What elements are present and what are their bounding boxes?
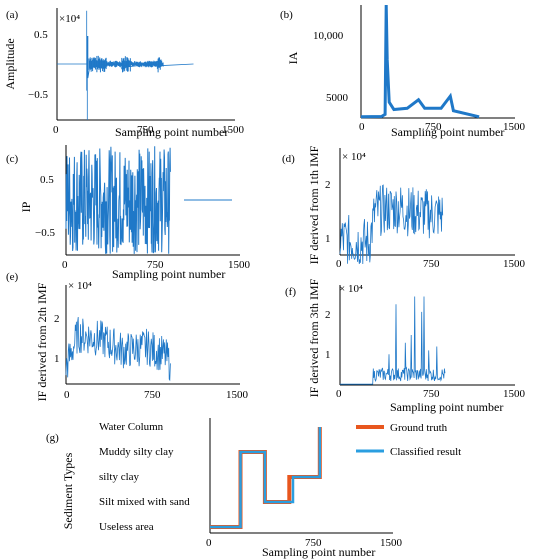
xtick-e-0: 0	[64, 389, 70, 401]
panel-label-g: (g)	[46, 432, 59, 444]
panel-a: (a) ×10⁴ Amplitude 0.5 −0.5 0 750 1500 S…	[3, 8, 245, 139]
xlabel-g: Sampling point number	[262, 545, 375, 559]
category-label-4: Useless area	[99, 521, 154, 533]
panel-d: (d) × 10⁴ IF derived from 1th IMF 2 1 0 …	[282, 145, 526, 270]
xtick-d-2: 1500	[503, 258, 526, 270]
xtick-e-2: 1500	[226, 389, 249, 401]
panel-label-c: (c)	[6, 153, 19, 165]
category-label-0: Water Column	[99, 421, 164, 433]
ylabel-d: IF derived from 1th IMF	[307, 145, 321, 264]
category-label-2: silty clay	[99, 471, 140, 483]
xtick-b-1: 750	[425, 121, 442, 133]
ytick-e-0: 2	[54, 313, 60, 325]
xlabel-f: Sampling point number	[390, 400, 503, 414]
xtick-g-1: 750	[305, 537, 322, 549]
ytick-b-0: 10,000	[313, 30, 344, 42]
ylabel-b: IA	[286, 51, 300, 64]
ylabel-f: IF derived from 3th IMF	[307, 278, 321, 397]
xlabel-b: Sampling point number	[391, 125, 504, 139]
ytick-b-1: 5000	[326, 92, 349, 104]
xtick-c-2: 1500	[228, 259, 251, 271]
ytick-d-0: 2	[325, 179, 331, 191]
panel-b: (b) IA 10,000 5000 0 750 1500 Sampling p…	[280, 4, 526, 139]
panel-label-e: (e)	[6, 271, 19, 283]
xtick-d-1: 750	[423, 258, 440, 270]
ytick-f-1: 1	[325, 349, 331, 361]
xtick-d-0: 0	[336, 258, 342, 270]
ytick-a-0: 0.5	[34, 29, 48, 41]
ylabel-a: Amplitude	[3, 38, 17, 89]
xtick-b-0: 0	[359, 121, 365, 133]
phase-noise-line	[65, 146, 171, 254]
series-line-e	[65, 316, 171, 382]
xtick-f-1: 750	[423, 388, 440, 400]
multiplier-f: × 10⁴	[339, 283, 363, 295]
ytick-e-1: 1	[54, 353, 60, 365]
signal-burst-a	[88, 55, 164, 73]
panel-label-a: (a)	[6, 9, 19, 21]
xlabel-a: Sampling point number	[115, 125, 228, 139]
ylabel-g: Sediment Types	[61, 452, 75, 529]
xtick-c-0: 0	[62, 259, 68, 271]
multiplier-a: ×10⁴	[59, 13, 80, 25]
series-line-b	[360, 4, 480, 119]
xtick-f-0: 0	[336, 388, 342, 400]
category-label-3: Silt mixed with sand	[99, 496, 190, 508]
series-line-f	[340, 296, 446, 385]
ytick-a-1: −0.5	[28, 89, 48, 101]
xtick-g-0: 0	[206, 537, 212, 549]
series-line-d	[339, 184, 444, 265]
legend-label-classified: Classified result	[390, 446, 461, 458]
xtick-a-2: 1500	[222, 124, 245, 136]
panel-label-f: (f)	[285, 286, 296, 298]
category-label-1: Muddy silty clay	[99, 446, 174, 458]
phase-noise-c	[65, 146, 171, 254]
panel-e: (e) × 10⁴ IF derived from 2th IMF 2 1 0 …	[6, 271, 249, 401]
classified-result-line	[210, 427, 322, 529]
legend-label-ground-truth: Ground truth	[390, 422, 448, 434]
xtick-a-0: 0	[53, 124, 59, 136]
panel-f: (f) × 10⁴ IF derived from 3th IMF 2 1 0 …	[285, 278, 526, 414]
xtick-g-2: 1500	[380, 537, 403, 549]
legend: Ground truth Classified result	[356, 422, 461, 458]
ytick-f-0: 2	[325, 309, 331, 321]
xtick-e-1: 750	[144, 389, 161, 401]
multiplier-d: × 10⁴	[342, 151, 366, 163]
ytick-d-1: 1	[325, 233, 331, 245]
panel-g: (g) Sediment Types Water Column Muddy si…	[46, 418, 461, 559]
xlabel-c: Sampling point number	[112, 267, 225, 281]
panel-label-d: (d)	[282, 153, 295, 165]
xtick-f-2: 1500	[503, 388, 526, 400]
multiplier-e: × 10⁴	[68, 280, 92, 292]
xtick-c-1: 750	[147, 259, 164, 271]
xtick-b-2: 1500	[503, 121, 526, 133]
panel-label-b: (b)	[280, 9, 293, 21]
ylabel-c: IP	[19, 201, 33, 212]
xtick-a-1: 750	[137, 124, 154, 136]
ytick-c-0: 0.5	[40, 174, 54, 186]
ytick-c-1: −0.5	[35, 227, 55, 239]
panel-c: (c) IP 0.5 −0.5 0 750 1500 Sampling poin…	[6, 145, 251, 281]
ylabel-e: IF derived from 2th IMF	[35, 282, 49, 401]
